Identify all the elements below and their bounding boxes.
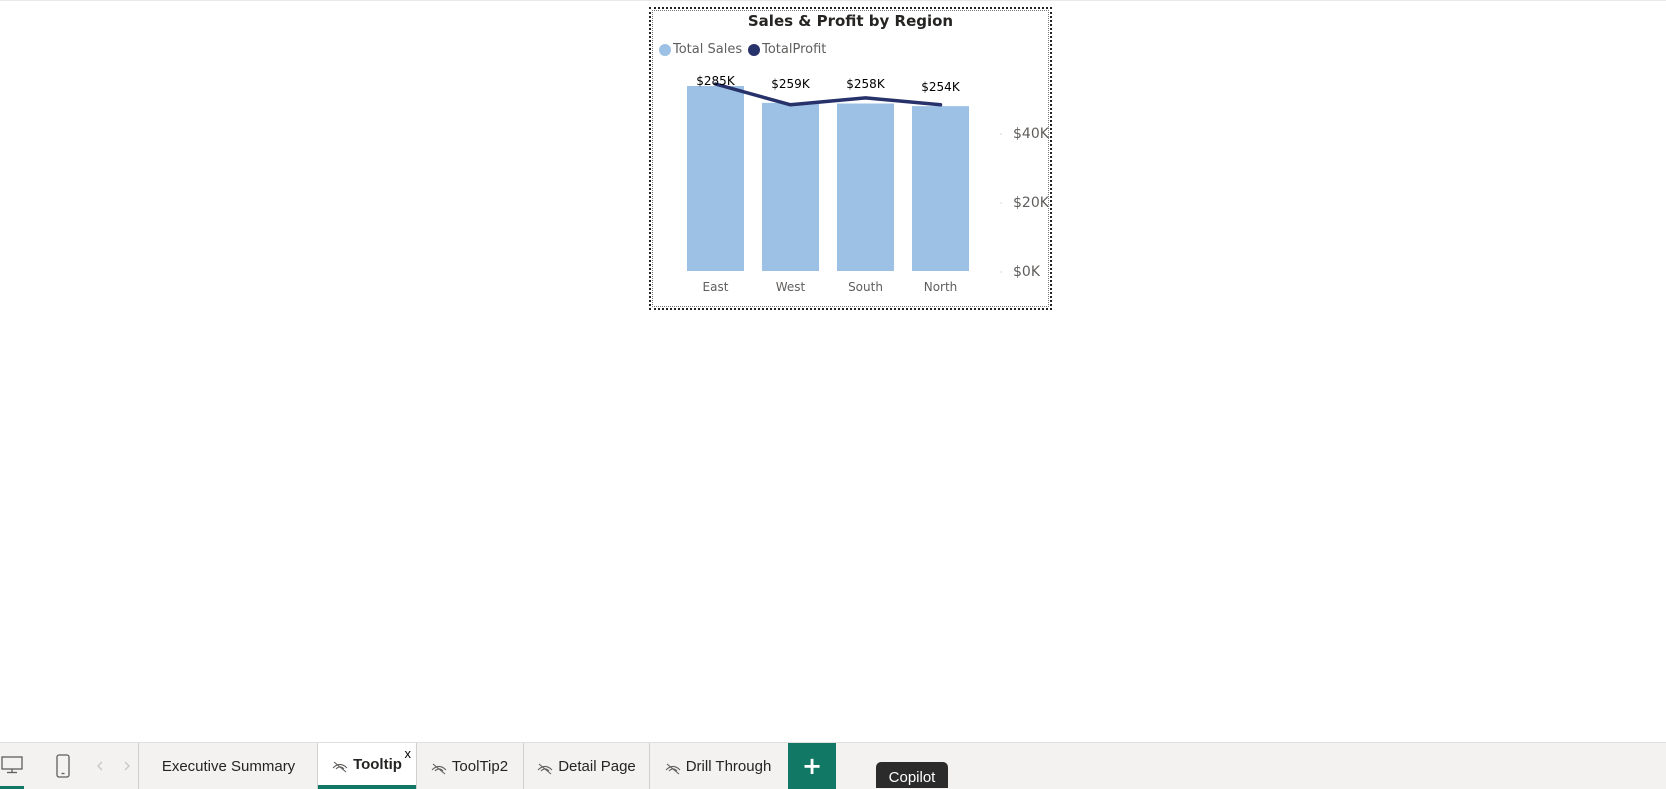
legend-label: TotalProfit — [762, 42, 827, 57]
tab-separator — [138, 743, 139, 789]
series-line-totalprofit — [713, 82, 943, 107]
tab-label: Detail Page — [558, 757, 636, 775]
chart-plot-area: East West South North $285K $259K $258K $254K $0… — [687, 74, 1050, 294]
eye-hidden-icon — [431, 763, 447, 775]
page-tab-bar: Executive Summary Tooltip x ToolTip2 Det… — [0, 742, 1666, 789]
eye-hidden-icon — [332, 761, 348, 773]
tab-separator — [649, 743, 650, 789]
top-divider — [0, 0, 1666, 1]
chevron-right-icon[interactable] — [119, 743, 135, 789]
y-tick-label: $20K — [1013, 195, 1050, 211]
y-tick-mark — [1000, 271, 1002, 273]
bar-south — [837, 103, 894, 272]
tab-label: Tooltip — [353, 755, 402, 773]
eye-hidden-icon — [665, 763, 681, 775]
tab-label: ToolTip2 — [451, 757, 509, 775]
close-tab-button[interactable]: x — [404, 746, 412, 761]
y-tick-mark — [1000, 133, 1002, 135]
x-tick-label: South — [848, 280, 883, 294]
legend-dot-icon — [748, 43, 761, 56]
visual-selection-border — [652, 10, 1049, 307]
tab-drill-through[interactable]: Drill Through — [650, 743, 786, 789]
y-tick-label: $0K — [1013, 264, 1041, 280]
legend-label: Total Sales — [673, 42, 743, 57]
data-label: $254K — [921, 80, 961, 94]
data-label: $285K — [696, 74, 736, 88]
tab-detail-page[interactable]: Detail Page — [524, 743, 649, 789]
y-tick-label: $40K — [1013, 126, 1050, 142]
tab-separator — [523, 743, 524, 789]
eye-hidden-icon — [537, 763, 553, 775]
tab-label: Executive Summary — [161, 757, 296, 775]
bar-west — [762, 102, 819, 271]
tab-tooltip[interactable]: Tooltip x — [318, 743, 416, 789]
tab-separator — [416, 743, 417, 789]
desktop-view-icon[interactable] — [0, 743, 24, 789]
legend-item-total-sales[interactable]: Total Sales — [659, 42, 742, 57]
copilot-button[interactable]: Copilot — [876, 762, 948, 788]
x-tick-label: North — [924, 280, 958, 294]
legend-item-total-profit[interactable]: TotalProfit — [748, 42, 826, 57]
chevron-left-icon[interactable] — [92, 743, 108, 789]
tab-executive-summary[interactable]: Executive Summary — [140, 743, 317, 789]
chart-title: Sales & Profit by Region — [747, 12, 954, 30]
tab-label: Drill Through — [685, 757, 772, 775]
x-tick-label: East — [703, 280, 729, 294]
bar-north — [912, 106, 969, 272]
mobile-view-icon[interactable] — [52, 743, 74, 789]
tab-tooltip2[interactable]: ToolTip2 — [417, 743, 522, 789]
x-tick-label: West — [776, 280, 806, 294]
bar-east — [687, 86, 744, 271]
chart-visual[interactable]: Sales & Profit by Region Total Sales Tot… — [649, 7, 1052, 310]
data-label: $259K — [771, 77, 811, 91]
add-page-button[interactable]: + — [788, 743, 836, 789]
y-tick-mark — [1000, 202, 1002, 204]
tab-separator — [317, 743, 318, 789]
chart-legend[interactable]: Total Sales TotalProfit — [659, 42, 832, 57]
data-label: $258K — [846, 77, 886, 91]
legend-dot-icon — [659, 43, 671, 56]
